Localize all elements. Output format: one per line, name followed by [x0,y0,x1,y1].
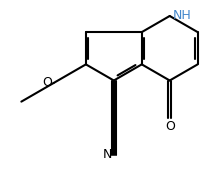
Text: NH: NH [172,9,191,22]
Text: O: O [165,120,175,133]
Text: O: O [42,76,52,89]
Text: N: N [102,148,112,161]
